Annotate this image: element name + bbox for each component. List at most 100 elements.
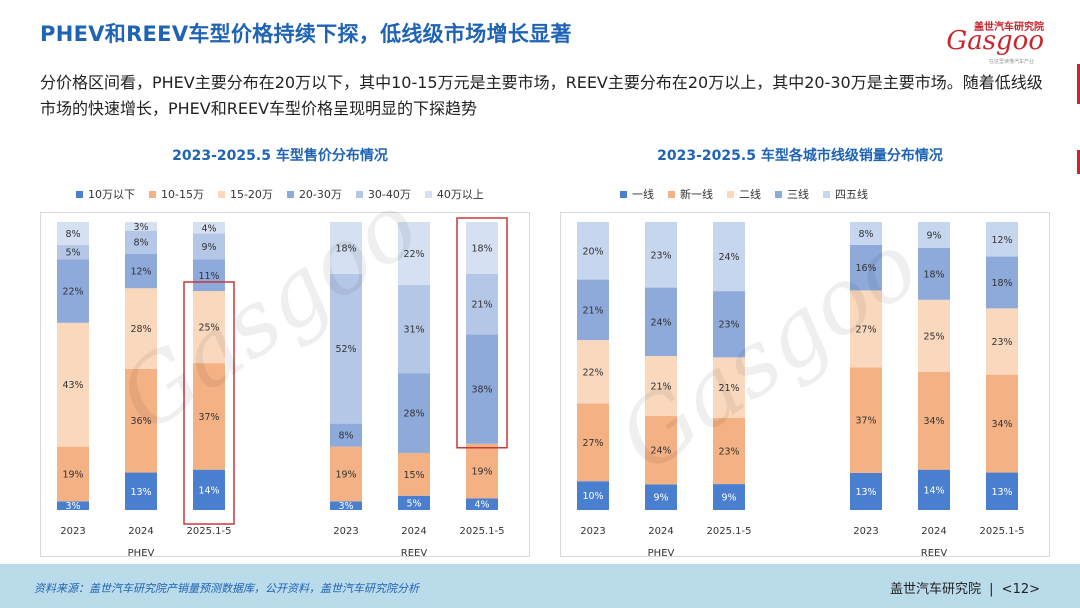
chart1-title: 2023-2025.5 车型售价分布情况 bbox=[172, 148, 388, 164]
data-label: 8% bbox=[133, 238, 148, 249]
data-label: 21% bbox=[718, 383, 739, 394]
tick-label: 2025.1-5 bbox=[187, 526, 232, 537]
legend-swatch bbox=[76, 190, 83, 198]
page-subtitle: 分价格区间看，PHEV主要分布在20万以下，其中10-15万元是主要市场，REE… bbox=[40, 73, 1043, 118]
legend-swatch bbox=[149, 190, 156, 198]
legend-label: 10万以下 bbox=[88, 188, 135, 201]
chart2-plot: 10% 27% 22% 21% 20% 2023 9% 24% 21% 24% 23% 2024 9% 2… bbox=[560, 212, 1050, 559]
tick-label: 2023 bbox=[333, 526, 358, 537]
bar-segment-reev-2 bbox=[850, 290, 882, 368]
legend-item: 30-40万 bbox=[355, 186, 411, 202]
legend-label: 10-15万 bbox=[161, 188, 204, 201]
legend-item: 40万以上 bbox=[424, 186, 484, 202]
data-label: 21% bbox=[650, 381, 671, 392]
data-label: 21% bbox=[471, 300, 492, 311]
data-label: 43% bbox=[62, 380, 83, 391]
footer-brand: 盖世汽车研究院 | <12> bbox=[890, 578, 1040, 597]
data-label: 14% bbox=[198, 485, 219, 496]
data-label: 8% bbox=[858, 229, 873, 240]
data-label: 34% bbox=[991, 419, 1012, 430]
page-title: PHEV和REEV车型价格持续下探，低线级市场增长显著 bbox=[40, 22, 572, 46]
legend-swatch bbox=[775, 190, 782, 198]
data-label: 37% bbox=[198, 412, 219, 423]
data-label: 27% bbox=[582, 438, 603, 449]
tick-label: 2025.1-5 bbox=[460, 526, 505, 537]
bar-segment-reev-0 bbox=[330, 501, 362, 510]
legend-label: 15-20万 bbox=[229, 188, 273, 201]
bar-segment-phev-1 bbox=[193, 363, 225, 470]
data-label: 4% bbox=[474, 500, 489, 511]
data-label: 19% bbox=[62, 470, 83, 481]
bar-segment-reev-1 bbox=[986, 374, 1018, 473]
legend-label: 20-30万 bbox=[298, 188, 342, 201]
data-label: 12% bbox=[991, 235, 1012, 246]
bar-segment-phev-4 bbox=[125, 230, 157, 254]
data-label: 16% bbox=[855, 263, 876, 274]
logo-tagline: 在这里读懂汽车产业 bbox=[988, 59, 1034, 65]
bar-segment-reev-0 bbox=[466, 498, 498, 510]
legend-swatch bbox=[424, 190, 432, 198]
bar-segment-phev-0 bbox=[713, 484, 745, 510]
tick-label: 2023 bbox=[60, 526, 85, 537]
tick-label: 2023 bbox=[580, 526, 605, 537]
legend-swatch bbox=[217, 190, 225, 198]
data-label: 10% bbox=[582, 491, 603, 502]
bar-segment-phev-2 bbox=[645, 356, 677, 416]
bar-segment-phev-4 bbox=[713, 222, 745, 292]
bar-segment-reev-1 bbox=[850, 367, 882, 473]
data-label: 12% bbox=[130, 266, 151, 277]
footer-bar: 资料来源：盖世汽车研究院产销量预测数据库，公开资料，盖世汽车研究院分析 盖世汽车… bbox=[0, 564, 1080, 608]
group-label: PHEV bbox=[648, 548, 675, 559]
legend-item: 一线 bbox=[620, 186, 654, 202]
data-label: 9% bbox=[201, 242, 216, 253]
footer-brand-name: 盖世汽车研究院 bbox=[889, 582, 981, 597]
legend-item: 新一线 bbox=[668, 186, 713, 202]
footer-source: 资料来源：盖世汽车研究院产销量预测数据库，公开资料，盖世汽车研究院分析 bbox=[34, 582, 419, 595]
gasgoo-logo: 盖世汽车研究院 Gasgoo 在这里读懂汽车产业 bbox=[934, 18, 1044, 65]
bar-segment-reev-2 bbox=[918, 299, 950, 372]
data-label: 3% bbox=[133, 222, 148, 233]
bar-segment-phev-5 bbox=[193, 222, 225, 234]
legend-label: 新一线 bbox=[680, 188, 713, 201]
legend-label: 四五线 bbox=[835, 188, 868, 201]
data-label: 31% bbox=[403, 324, 424, 335]
data-label: 19% bbox=[335, 470, 356, 481]
bar-segment-phev-3 bbox=[125, 253, 157, 289]
bar-segment-phev-4 bbox=[577, 222, 609, 280]
bar-segment-reev-4 bbox=[850, 222, 882, 245]
bar-segment-phev-3 bbox=[713, 291, 745, 358]
logo-en-text: Gasgoo bbox=[946, 26, 1044, 56]
data-label: 5% bbox=[65, 248, 80, 259]
bar-segment-phev-4 bbox=[645, 222, 677, 288]
data-label: 13% bbox=[855, 487, 876, 498]
bar-segment-reev-3 bbox=[986, 256, 1018, 309]
bar-segment-reev-3 bbox=[918, 247, 950, 300]
legend-swatch bbox=[823, 190, 830, 198]
chart1-plot: 3% 19% 43% 22% 5% 8% 2023 13% 36% 28% 12% 8% 3% 2024 1… bbox=[40, 212, 530, 559]
tick-label: 2023 bbox=[853, 526, 878, 537]
bar-segment-reev-4 bbox=[986, 222, 1018, 257]
tick-label: 2025.1-5 bbox=[707, 526, 752, 537]
data-label: 11% bbox=[198, 271, 219, 282]
chart2-legend: 一线 新一线 二线 三线 四五线 bbox=[620, 186, 882, 202]
chart1-legend: 10万以下 10-15万 15-20万 20-30万 30-40万 40万以上 bbox=[76, 186, 498, 202]
bar-segment-phev-2 bbox=[193, 291, 225, 364]
logo-cn-text: 盖世汽车研究院 bbox=[974, 22, 1044, 33]
bar-segment-phev-3 bbox=[57, 259, 89, 323]
highlight-box bbox=[456, 217, 508, 449]
bar-segment-phev-3 bbox=[645, 287, 677, 357]
data-label: 3% bbox=[65, 501, 80, 512]
data-label: 9% bbox=[926, 230, 941, 241]
legend-item: 10万以下 bbox=[76, 186, 135, 202]
data-label: 52% bbox=[335, 344, 356, 355]
bar-segment-reev-5 bbox=[330, 222, 362, 274]
tick-label: 2024 bbox=[401, 526, 426, 537]
data-label: 8% bbox=[338, 431, 353, 442]
data-label: 9% bbox=[653, 493, 668, 504]
legend-swatch bbox=[668, 190, 675, 198]
data-label: 5% bbox=[406, 498, 421, 509]
data-label: 24% bbox=[650, 317, 671, 328]
data-label: 15% bbox=[403, 470, 424, 481]
data-label: 28% bbox=[403, 409, 424, 420]
bar-segment-reev-4 bbox=[918, 222, 950, 248]
